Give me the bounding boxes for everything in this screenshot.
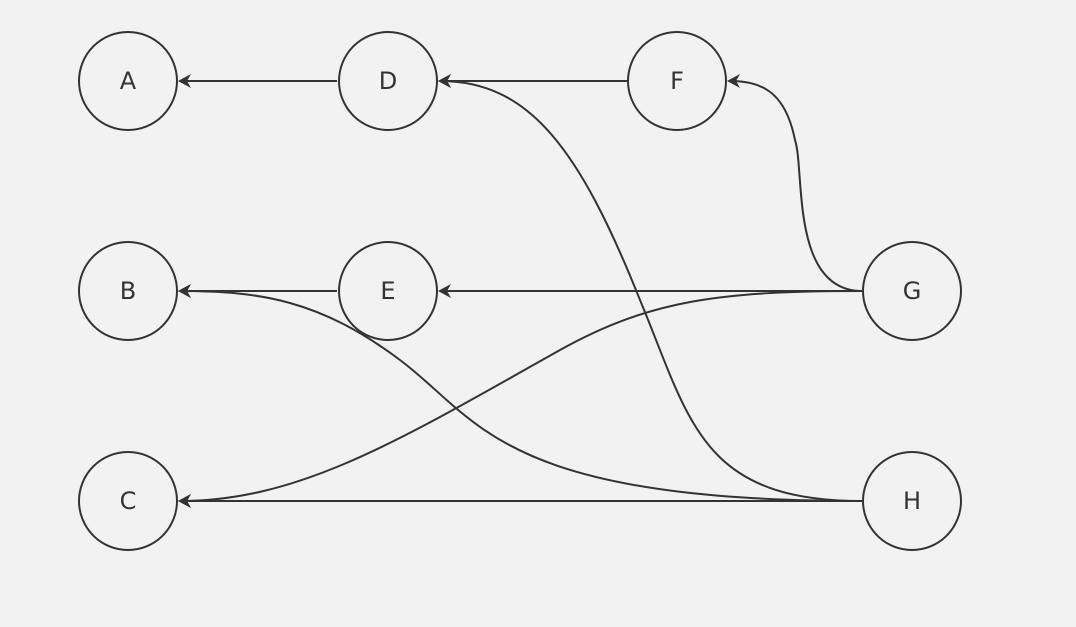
node-c[interactable]: C bbox=[78, 451, 178, 551]
node-b-label: B bbox=[120, 277, 136, 305]
node-a[interactable]: A bbox=[78, 31, 178, 131]
node-f-label: F bbox=[670, 67, 684, 95]
node-e[interactable]: E bbox=[338, 241, 438, 341]
node-d-label: D bbox=[379, 67, 397, 95]
node-a-label: A bbox=[120, 67, 137, 95]
edge-g-to-f bbox=[727, 74, 863, 292]
node-e-label: E bbox=[380, 277, 395, 305]
node-g-label: G bbox=[903, 277, 922, 305]
node-h-label: H bbox=[903, 487, 921, 515]
node-b[interactable]: B bbox=[78, 241, 178, 341]
node-g[interactable]: G bbox=[862, 241, 962, 341]
node-c-label: C bbox=[120, 487, 137, 515]
node-f[interactable]: F bbox=[627, 31, 727, 131]
edge-g-to-c bbox=[178, 290, 863, 508]
edge-h-to-b bbox=[178, 284, 863, 502]
node-d[interactable]: D bbox=[338, 31, 438, 131]
edge-h-to-d bbox=[438, 74, 863, 502]
node-h[interactable]: H bbox=[862, 451, 962, 551]
